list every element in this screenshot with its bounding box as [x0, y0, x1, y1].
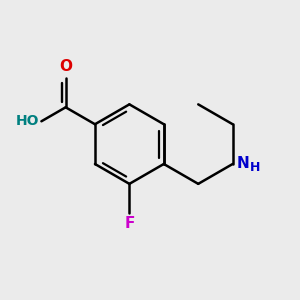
Text: O: O	[59, 59, 72, 74]
Text: HO: HO	[16, 114, 39, 128]
Text: H: H	[250, 161, 260, 174]
Text: F: F	[124, 216, 135, 231]
Text: N: N	[236, 157, 249, 172]
